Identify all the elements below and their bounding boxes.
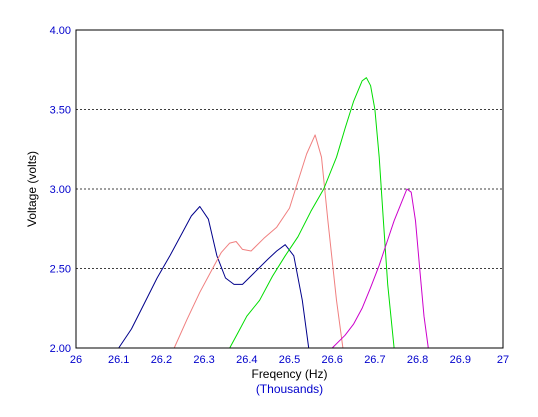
plot-frame	[75, 29, 504, 349]
x-axis-label: Freqency (Hz)	[251, 367, 327, 381]
y-axis-label: Voltage (volts)	[25, 151, 39, 227]
x-tick-label: 26.2	[151, 354, 172, 366]
x-tick-label: 26.8	[407, 354, 428, 366]
series-line-2	[173, 134, 344, 349]
x-axis-unit-label: (Thousands)	[256, 382, 323, 396]
series-line-3	[229, 77, 395, 349]
series-line-1	[118, 206, 310, 349]
grid-lines	[76, 109, 503, 269]
series-group	[118, 77, 429, 349]
x-tick-label: 26.5	[279, 354, 300, 366]
x-tick-label: 26.4	[236, 354, 257, 366]
x-tick-label: 26.7	[364, 354, 385, 366]
x-tick-label: 26.6	[321, 354, 342, 366]
y-tick-label: 3.50	[50, 105, 71, 117]
y-tick-label: 4.00	[50, 25, 71, 37]
y-tick-label: 3.00	[50, 184, 71, 196]
y-tick-label: 2.00	[50, 343, 71, 355]
x-tick-label: 26.9	[450, 354, 471, 366]
y-axis-ticks: 2.00 2.50 3.00 3.50 4.00	[50, 25, 71, 355]
x-axis-ticks: 26 26.1 26.2 26.3 26.4 26.5 26.6 26.7 26.8 26.9 27	[70, 354, 509, 366]
series-line-4	[331, 188, 429, 349]
x-tick-label: 26.3	[193, 354, 214, 366]
x-tick-label: 26	[70, 354, 82, 366]
y-tick-label: 2.50	[50, 264, 71, 276]
x-tick-label: 27	[497, 354, 509, 366]
x-tick-label: 26.1	[108, 354, 129, 366]
